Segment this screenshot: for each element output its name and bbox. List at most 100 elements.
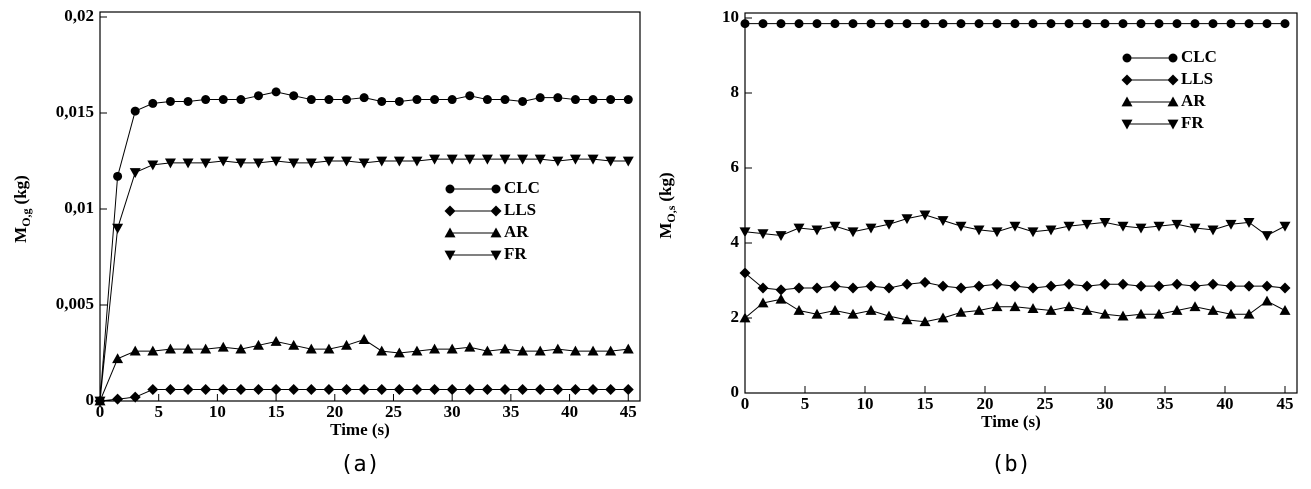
marker [1027,282,1039,294]
x-tick-label: 30 [1097,394,1114,413]
marker [1225,219,1237,230]
x-tick-label: 20 [326,402,343,421]
marker [847,227,859,238]
marker [129,168,141,179]
marker [919,276,931,288]
marker [605,345,617,356]
marker [1261,280,1273,292]
marker [500,95,510,105]
marker [323,383,335,395]
marker [517,383,529,395]
marker [811,282,823,294]
marker [411,156,423,167]
marker [411,383,423,395]
marker [235,343,247,354]
legend-label: LLS [1181,69,1213,88]
marker [271,87,281,97]
x-tick-label: 0 [741,394,750,413]
marker [1063,301,1075,312]
marker [1153,221,1165,232]
marker [358,334,370,344]
x-tick-label: 35 [502,402,519,421]
legend-marker [1167,74,1179,86]
marker [866,19,876,29]
x-tick-label: 45 [620,402,637,421]
marker [1063,221,1075,232]
y-tick-label: 0 [86,390,95,409]
marker [793,223,805,234]
marker [587,345,599,356]
legend-label: CLC [1181,47,1217,66]
marker [147,345,159,356]
marker [129,345,141,356]
marker [865,223,877,234]
marker [481,383,493,395]
marker [200,343,212,354]
y-label-symbol: M [11,227,30,243]
marker [305,383,317,395]
x-tick-label: 15 [268,402,285,421]
y-label-subscript: O,g [19,208,33,226]
marker [377,96,387,106]
marker [1046,19,1056,29]
marker [288,158,300,169]
legend-marker [490,205,502,217]
marker [955,282,967,294]
marker [217,383,229,395]
marker [847,308,859,319]
y-label-symbol: M [656,223,675,239]
marker [323,156,335,167]
marker [883,219,895,230]
marker [622,383,634,395]
marker [446,383,458,395]
marker [1171,219,1183,230]
marker [757,282,769,294]
marker [270,335,282,346]
marker [757,297,769,308]
marker [1135,280,1147,292]
marker [1279,282,1291,294]
marker [1010,19,1020,29]
marker [1172,19,1182,29]
marker [1280,19,1290,29]
marker [1243,280,1255,292]
marker [447,95,457,105]
y-tick-label: 0,02 [64,6,94,25]
marker [147,383,159,395]
series-line [99,91,629,402]
marker [1081,219,1093,230]
marker [1082,19,1092,29]
marker [1027,227,1039,238]
marker [182,343,194,354]
marker [1045,305,1057,315]
marker [394,96,404,106]
marker [991,227,1003,238]
marker [341,383,353,395]
marker [270,156,282,167]
marker [482,95,492,105]
marker [1262,19,1272,29]
marker [289,91,299,101]
marker [1117,278,1129,290]
marker [1261,231,1273,241]
marker [1009,280,1021,292]
marker [517,345,529,356]
marker [1081,305,1093,315]
y-label-unit: (kg) [11,175,30,204]
marker [342,95,352,105]
marker [865,305,877,315]
marker [112,353,124,364]
legend-marker [490,250,502,261]
marker [775,293,787,304]
marker [1243,308,1255,319]
marker [902,19,912,29]
marker [1244,19,1254,29]
marker [481,345,493,356]
marker [324,95,334,105]
marker [623,95,633,105]
marker [1135,308,1147,319]
marker [1207,278,1219,290]
marker [955,306,967,317]
y-label-subscript: O,s [664,205,678,222]
marker [430,95,440,105]
